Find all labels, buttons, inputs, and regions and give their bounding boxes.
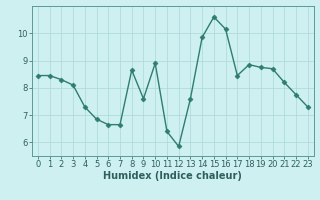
X-axis label: Humidex (Indice chaleur): Humidex (Indice chaleur) <box>103 171 242 181</box>
